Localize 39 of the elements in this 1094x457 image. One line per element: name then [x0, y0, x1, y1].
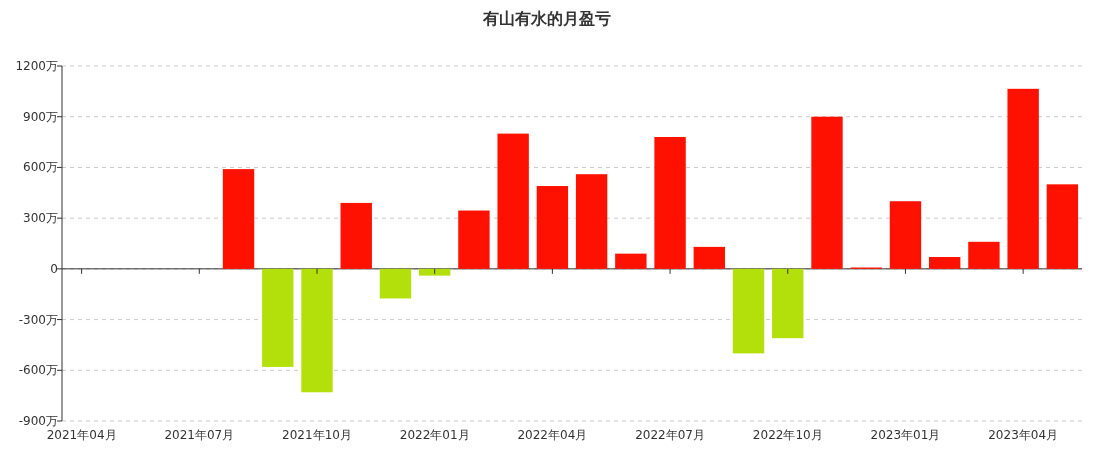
bar [497, 133, 529, 269]
chart-title: 有山有水的月盈亏 [482, 9, 611, 28]
x-tick-label: 2021年04月 [46, 428, 117, 442]
bar [929, 257, 961, 269]
bar [693, 246, 725, 269]
x-tick-label: 2022年07月 [635, 428, 705, 442]
bar [1046, 184, 1079, 269]
bar [419, 268, 451, 276]
x-tick-label: 2022年01月 [399, 428, 470, 442]
bar [340, 202, 372, 269]
y-tick-label: 900万 [23, 109, 58, 124]
x-tick-label: 2021年10月 [282, 428, 352, 442]
bar [968, 241, 1000, 269]
y-tick-label: 300万 [23, 211, 58, 226]
y-tick-label: 600万 [23, 160, 58, 175]
bar [732, 268, 765, 354]
bar [889, 201, 922, 269]
bar [1007, 88, 1039, 269]
x-tick-label: 2021年07月 [164, 428, 235, 442]
x-tick-label: 2023年01月 [870, 428, 941, 442]
x-tick-label: 2023年04月 [988, 428, 1059, 442]
x-tick-label: 2022年10月 [752, 428, 823, 442]
bar [654, 137, 686, 269]
bar [615, 253, 647, 269]
bar [379, 268, 412, 299]
bar [575, 174, 608, 269]
y-tick-label: -300万 [18, 312, 58, 327]
bar [458, 210, 490, 269]
bar [222, 169, 255, 269]
bar [772, 268, 804, 339]
y-tick-label: 0 [50, 261, 58, 276]
y-tick-label: -900万 [18, 414, 58, 428]
bar [536, 186, 569, 269]
y-tick-label: -600万 [18, 363, 58, 378]
bar [262, 268, 294, 367]
bar [301, 268, 333, 393]
x-tick-label: 2022年04月 [517, 428, 588, 442]
y-tick-label: 1200万 [15, 59, 58, 73]
bar [811, 116, 843, 269]
